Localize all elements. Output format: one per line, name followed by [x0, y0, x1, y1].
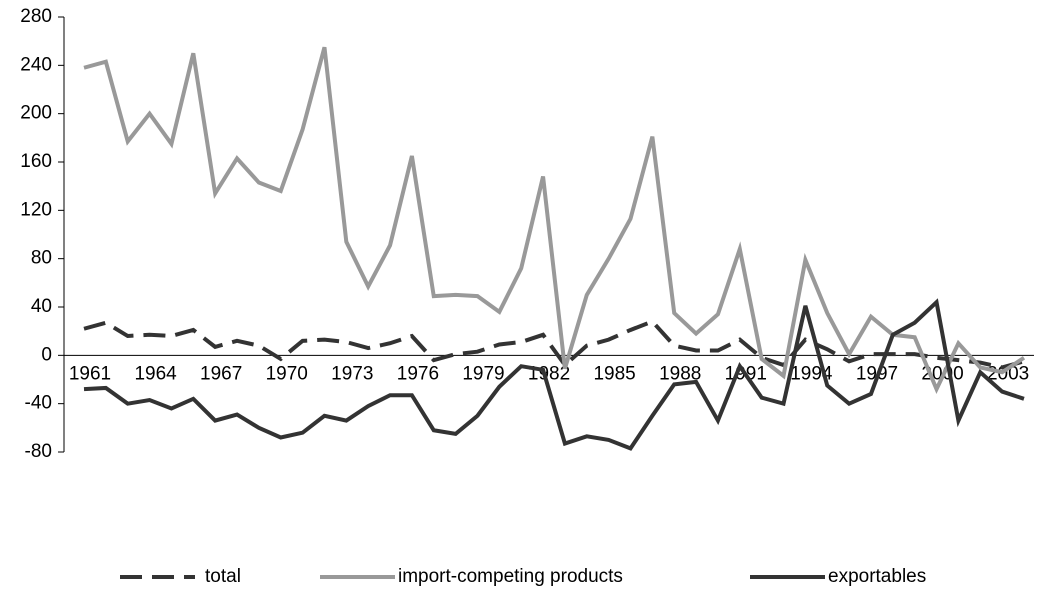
- y-tick-label: 240: [20, 54, 52, 75]
- y-tick-label: 280: [20, 6, 52, 27]
- y-tick-label: -40: [25, 393, 52, 414]
- x-tick-label: 2003: [987, 363, 1029, 384]
- y-tick-label: 120: [20, 199, 52, 220]
- y-tick-label: 0: [41, 344, 52, 365]
- x-tick-label: 1970: [266, 363, 308, 384]
- x-tick-label: 1964: [134, 363, 177, 384]
- x-tick-label: 1979: [462, 363, 504, 384]
- y-tick-label: 40: [31, 296, 52, 317]
- legend-label: import-competing products: [398, 566, 623, 587]
- legend-label: exportables: [828, 566, 926, 587]
- legend-label: total: [205, 566, 241, 587]
- y-tick-label: -80: [25, 441, 52, 462]
- series-line: [83, 298, 1025, 451]
- series-line: [83, 46, 1026, 395]
- y-tick-label: 80: [31, 248, 52, 269]
- y-tick-label: 200: [20, 103, 52, 124]
- x-tick-label: 1985: [593, 363, 635, 384]
- x-tick-label: 1967: [200, 363, 242, 384]
- series-line: [83, 319, 1025, 370]
- x-tick-label: 1961: [69, 363, 111, 384]
- x-tick-label: 1976: [397, 363, 439, 384]
- x-tick-label: 1988: [659, 363, 701, 384]
- y-tick-label: 160: [20, 151, 52, 172]
- x-tick-label: 1973: [331, 363, 373, 384]
